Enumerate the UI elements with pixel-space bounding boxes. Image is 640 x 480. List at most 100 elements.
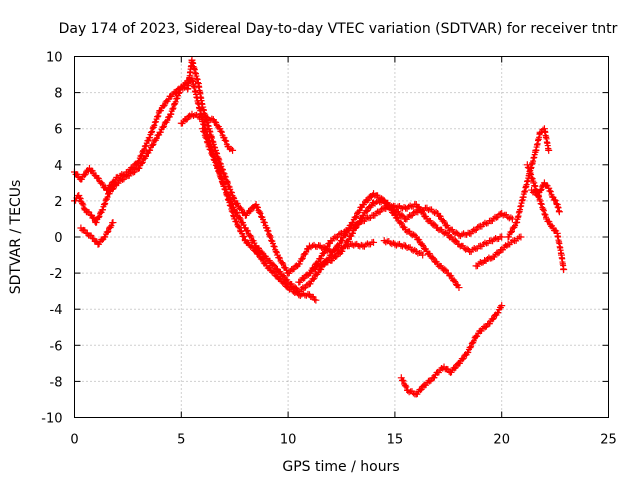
- trace-marker: [109, 186, 116, 193]
- trace-marker: [77, 195, 84, 202]
- data-point: [545, 146, 553, 154]
- y-tick-label: -6: [50, 339, 63, 354]
- trace-marker: [99, 181, 106, 188]
- trace-marker: [288, 281, 295, 288]
- trace-marker: [451, 365, 458, 372]
- trace-marker: [345, 236, 352, 243]
- trace-marker: [139, 159, 146, 166]
- trace-marker: [341, 243, 348, 250]
- trace-marker: [150, 141, 157, 148]
- y-tick-label: 0: [54, 231, 62, 246]
- trace-marker: [241, 236, 248, 243]
- trace-marker: [403, 383, 410, 390]
- series-trace-i: [472, 233, 525, 270]
- trace-marker: [352, 214, 359, 221]
- trace-marker: [291, 266, 298, 273]
- trace-marker: [136, 165, 143, 172]
- trace-marker: [213, 119, 220, 126]
- trace-marker: [426, 378, 433, 385]
- trace-marker: [508, 229, 515, 236]
- data-point: [455, 231, 463, 239]
- trace-marker: [95, 214, 102, 221]
- trace-marker: [257, 210, 264, 217]
- y-axis-label: SDTVAR / TECUs: [8, 180, 24, 295]
- trace-marker: [222, 137, 229, 144]
- trace-marker: [333, 253, 340, 260]
- trace-marker: [102, 233, 109, 240]
- trace-marker: [431, 221, 438, 228]
- x-tick-label: 25: [600, 433, 617, 448]
- trace-marker: [353, 224, 360, 231]
- trace-marker: [460, 355, 467, 362]
- trace-marker: [299, 255, 306, 262]
- series-trace-l: [528, 179, 563, 216]
- trace-marker: [234, 209, 241, 216]
- trace-marker: [223, 138, 230, 145]
- data-point: [370, 238, 378, 246]
- trace-marker: [106, 190, 113, 197]
- trace-marker: [270, 268, 277, 275]
- x-tick-label: 20: [493, 433, 510, 448]
- trace-marker: [547, 187, 554, 194]
- trace-marker: [131, 169, 138, 176]
- trace-marker: [225, 192, 232, 199]
- series-trace-c: [77, 219, 117, 248]
- trace-marker: [546, 218, 553, 225]
- trace-marker: [161, 102, 168, 109]
- data-points: [71, 56, 568, 398]
- trace-marker: [324, 243, 331, 250]
- trace-marker: [365, 197, 372, 204]
- trace-marker: [299, 256, 306, 263]
- series-trace-g: [305, 197, 516, 277]
- data-point: [487, 237, 495, 245]
- trace-marker: [468, 343, 475, 350]
- trace-marker: [312, 266, 319, 273]
- trace-marker: [77, 195, 84, 202]
- trace-marker: [142, 153, 149, 160]
- series-trace-j: [504, 125, 553, 241]
- trace-marker: [310, 276, 317, 283]
- trace-marker: [465, 349, 472, 356]
- trace-marker: [505, 233, 512, 240]
- trace-marker: [395, 208, 402, 215]
- trace-marker: [448, 272, 455, 279]
- trace-marker: [259, 256, 266, 263]
- trace-marker: [245, 239, 252, 246]
- trace-marker: [307, 280, 314, 287]
- trace-marker: [353, 213, 360, 220]
- x-tick-label: 10: [280, 433, 297, 448]
- trace-marker: [105, 228, 112, 235]
- trace-marker: [535, 192, 542, 199]
- trace-marker: [259, 216, 266, 223]
- trace-marker: [438, 262, 445, 269]
- trace-marker: [184, 80, 191, 87]
- trace-marker: [237, 215, 244, 222]
- trace-marker: [184, 116, 191, 123]
- trace-marker: [399, 212, 406, 219]
- x-axis-label: GPS time / hours: [282, 459, 399, 475]
- x-tick-label: 5: [177, 433, 185, 448]
- trace-marker: [149, 142, 156, 149]
- trace-marker: [410, 231, 417, 238]
- trace-marker: [78, 176, 85, 183]
- trace-marker: [448, 369, 455, 376]
- trace-marker: [426, 250, 433, 257]
- trace-marker: [255, 245, 262, 252]
- trace-marker: [80, 201, 87, 208]
- data-point: [109, 219, 117, 227]
- y-tick-label: 6: [54, 123, 62, 138]
- trace-marker: [303, 281, 310, 288]
- data-point: [560, 265, 568, 273]
- trace-marker: [364, 197, 371, 204]
- trace-marker: [95, 175, 102, 182]
- trace-marker: [356, 218, 363, 225]
- trace-marker: [374, 192, 381, 199]
- trace-marker: [384, 199, 391, 206]
- data-point: [370, 199, 378, 207]
- data-point: [312, 296, 320, 304]
- y-tick-labels: -10 -8 -6 -4 -2 0 2 4 6 8 10: [41, 51, 62, 427]
- trace-marker: [489, 316, 496, 323]
- trace-marker: [183, 80, 190, 87]
- trace-marker: [145, 137, 152, 144]
